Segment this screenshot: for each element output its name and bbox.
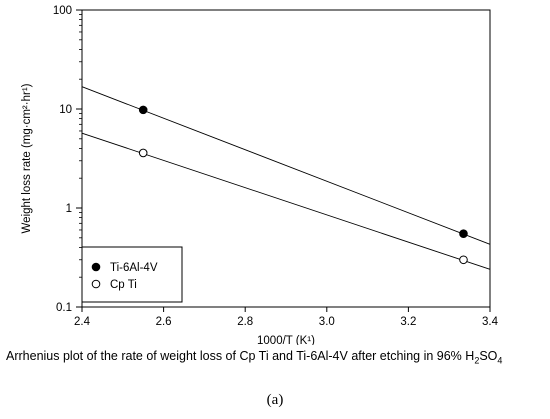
plot-frame bbox=[81, 9, 491, 308]
caption-sub-4: 4 bbox=[497, 355, 503, 366]
x-tick-label: 3.4 bbox=[482, 316, 499, 328]
data-point-series-2 bbox=[138, 148, 148, 158]
caption-sub-2: 2 bbox=[474, 355, 480, 366]
caption-text: Arrhenius plot of the rate of weight los… bbox=[6, 349, 475, 363]
y-axis-label: Weight loss rate (mg·cm²·hr¹) bbox=[21, 83, 33, 233]
legend-label-series-2: Cp Ti bbox=[110, 279, 137, 291]
data-point-series-1 bbox=[459, 229, 468, 239]
legend-marker-series-1 bbox=[91, 262, 101, 272]
caption-suffix: SO bbox=[479, 349, 498, 363]
y-tick-label: 1 bbox=[66, 203, 72, 215]
y-tick-label: 100 bbox=[53, 5, 72, 17]
arrhenius-chart: 2.4 2.6 2.8 3.0 3.2 3.4 0.1 1 10 100 1000/T (K¹) We… bbox=[21, 5, 499, 345]
y-tick-label: 0.1 bbox=[56, 302, 72, 314]
data-point-series-2 bbox=[459, 255, 468, 265]
x-axis-label: 1000/T (K¹) bbox=[257, 335, 315, 345]
x-tick-label: 3.0 bbox=[319, 316, 335, 328]
x-tick-label: 2.4 bbox=[74, 316, 91, 328]
y-tick-label: 10 bbox=[59, 104, 72, 116]
legend-box bbox=[81, 246, 183, 303]
x-tick-label: 2.8 bbox=[237, 316, 253, 328]
figure-caption: Arrhenius plot of the rate of weight los… bbox=[6, 349, 550, 366]
fit-line-series-1 bbox=[81, 86, 491, 245]
data-point-series-1 bbox=[138, 105, 148, 115]
x-tick-label: 3.2 bbox=[400, 316, 416, 328]
fit-line-series-2 bbox=[81, 132, 491, 270]
legend-label-series-1: Ti-6Al-4V bbox=[110, 262, 158, 274]
legend-marker-series-2 bbox=[91, 279, 101, 289]
x-tick-label: 2.6 bbox=[156, 316, 172, 328]
panel-label: (a) bbox=[266, 392, 284, 408]
